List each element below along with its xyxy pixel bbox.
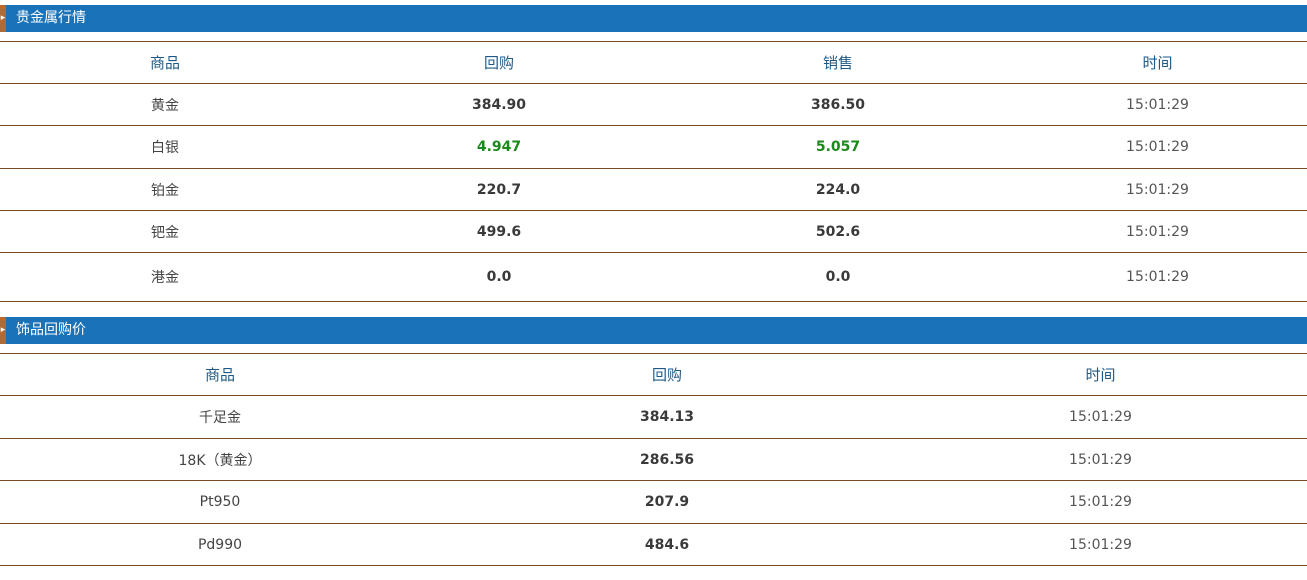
- section-marker: [0, 5, 6, 32]
- buyback-price: 484.6: [440, 523, 894, 566]
- product-name: 铂金: [0, 168, 330, 211]
- column-header-sell: 销售: [668, 41, 1008, 84]
- buyback-price: 384.90: [330, 83, 668, 126]
- table-row: 铂金 220.7 224.0 15:01:29: [0, 168, 1307, 211]
- precious-metals-title: 贵金属行情: [16, 10, 86, 26]
- table-row: 钯金 499.6 502.6 15:01:29: [0, 210, 1307, 253]
- arrow-right-icon: ▸: [0, 13, 6, 23]
- update-time: 15:01:29: [1008, 125, 1307, 169]
- table-header-row: 商品 回购 时间: [0, 353, 1307, 396]
- update-time: 15:01:29: [894, 523, 1307, 566]
- product-name: 白银: [0, 125, 330, 169]
- table-row: 白银 4.947 5.057 15:01:29: [0, 125, 1307, 169]
- update-time: 15:01:29: [894, 395, 1307, 439]
- product-name: 钯金: [0, 210, 330, 253]
- buyback-price: 220.7: [330, 168, 668, 211]
- jewelry-buyback-title: 饰品回购价: [16, 322, 86, 338]
- update-time: 15:01:29: [1008, 252, 1307, 302]
- precious-metals-header-bar: ▸ 贵金属行情: [0, 5, 1307, 32]
- column-header-buyback: 回购: [330, 41, 668, 84]
- buyback-price: 0.0: [330, 252, 668, 302]
- table-row: Pd990 484.6 15:01:29: [0, 523, 1307, 566]
- column-header-time: 时间: [894, 353, 1307, 396]
- buyback-price: 286.56: [440, 438, 894, 481]
- precious-metals-table: 商品 回购 销售 时间 黄金 384.90 386.50 15:01:29 白银…: [0, 41, 1307, 302]
- table-row: Pt950 207.9 15:01:29: [0, 480, 1307, 524]
- product-name: 18K（黄金）: [0, 438, 440, 481]
- jewelry-buyback-table: 商品 回购 时间 千足金 384.13 15:01:29 18K（黄金） 286…: [0, 353, 1307, 566]
- sell-price: 224.0: [668, 168, 1008, 211]
- column-header-product: 商品: [0, 41, 330, 84]
- update-time: 15:01:29: [1008, 210, 1307, 253]
- update-time: 15:01:29: [1008, 168, 1307, 211]
- table-row: 黄金 384.90 386.50 15:01:29: [0, 83, 1307, 126]
- product-name: Pt950: [0, 480, 440, 524]
- sell-price: 386.50: [668, 83, 1008, 126]
- column-header-product: 商品: [0, 353, 440, 396]
- update-time: 15:01:29: [894, 438, 1307, 481]
- column-header-buyback: 回购: [440, 353, 894, 396]
- buyback-price: 4.947: [330, 125, 668, 169]
- sell-price: 5.057: [668, 125, 1008, 169]
- product-name: 黄金: [0, 83, 330, 126]
- table-header-row: 商品 回购 销售 时间: [0, 41, 1307, 84]
- product-name: 港金: [0, 252, 330, 302]
- buyback-price: 384.13: [440, 395, 894, 439]
- jewelry-buyback-header-bar: ▸ 饰品回购价: [0, 317, 1307, 344]
- buyback-price: 207.9: [440, 480, 894, 524]
- table-row: 18K（黄金） 286.56 15:01:29: [0, 438, 1307, 481]
- table-row: 港金 0.0 0.0 15:01:29: [0, 252, 1307, 302]
- sell-price: 0.0: [668, 252, 1008, 302]
- buyback-price: 499.6: [330, 210, 668, 253]
- product-name: Pd990: [0, 523, 440, 566]
- sell-price: 502.6: [668, 210, 1008, 253]
- product-name: 千足金: [0, 395, 440, 439]
- section-marker: [0, 317, 6, 344]
- update-time: 15:01:29: [1008, 83, 1307, 126]
- arrow-right-icon: ▸: [0, 325, 6, 335]
- column-header-time: 时间: [1008, 41, 1307, 84]
- update-time: 15:01:29: [894, 480, 1307, 524]
- table-row: 千足金 384.13 15:01:29: [0, 395, 1307, 439]
